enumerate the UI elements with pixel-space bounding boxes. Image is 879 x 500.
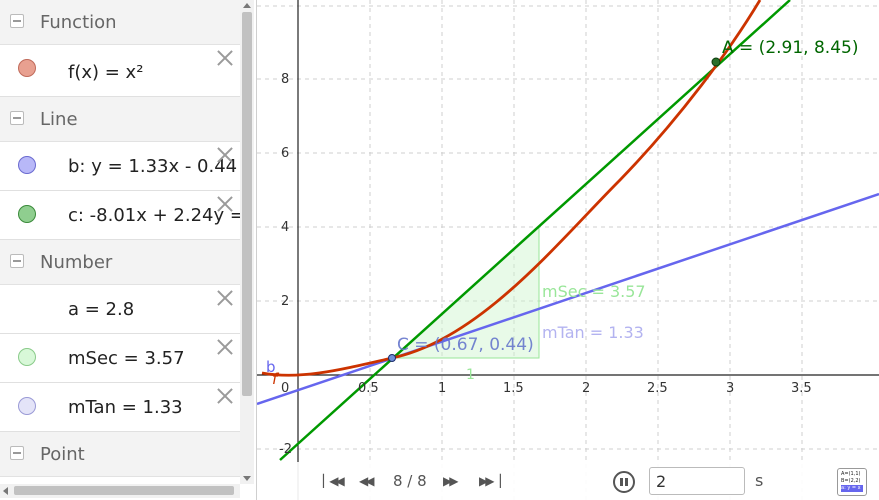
x-tick-label: 0 [281, 381, 289, 396]
y-tick-label: 4 [281, 220, 289, 235]
style-bar-line: A=(1,1) [841, 471, 861, 477]
delete-icon[interactable] [214, 385, 236, 407]
last-frame-icon[interactable]: ▶▶▕ [479, 474, 501, 488]
scroll-up-icon[interactable] [243, 3, 251, 8]
line-b-label[interactable]: b [266, 358, 276, 376]
next-frame-icon[interactable]: ▶▶ [443, 474, 459, 488]
group-header-function[interactable]: Function [0, 0, 240, 45]
vertical-scrollbar[interactable] [240, 0, 254, 484]
x-tick-label: 2 [582, 381, 590, 396]
scrollbar-thumb[interactable] [14, 486, 234, 495]
first-frame-icon[interactable]: ▏◀◀ [323, 474, 345, 488]
x-tick-label: 2.5 [647, 381, 668, 396]
algebra-item-c[interactable]: c: -8.01x + 2.24y = -4.2 [0, 191, 240, 240]
expression-msec[interactable]: mSec = 3.57 [68, 348, 185, 369]
scroll-left-icon[interactable] [3, 487, 8, 495]
speed-unit-label: s [755, 471, 764, 490]
graphics-canvas[interactable]: 0 0.5 1 1.5 2 2.5 3 3.5 -2 2 4 6 8 A = (… [257, 0, 879, 500]
x-tick-label: 1 [438, 381, 446, 396]
x-tick-label: 0.5 [358, 381, 379, 396]
frame-counter: 8 / 8 [393, 472, 427, 490]
algebra-item-a[interactable]: a = 2.8 [0, 285, 240, 334]
collapse-toggle-icon[interactable] [10, 446, 24, 460]
point-c[interactable] [388, 354, 396, 362]
slope-unit-label: 1 [466, 367, 475, 383]
group-header-point[interactable]: Point [0, 432, 240, 477]
group-header-number[interactable]: Number [0, 240, 240, 285]
horizontal-scrollbar[interactable] [0, 484, 240, 498]
scrollbar-thumb[interactable] [242, 12, 252, 396]
group-header-line[interactable]: Line [0, 97, 240, 142]
y-tick-label: 6 [281, 146, 289, 161]
function-curve-f[interactable] [261, 0, 762, 377]
style-bar-toggle-button[interactable]: A=(1,1) B=(2,2) a: y = x [837, 468, 867, 496]
delete-icon[interactable] [214, 287, 236, 309]
expression-mtan[interactable]: mTan = 1.33 [68, 397, 183, 418]
y-tick-label: -2 [279, 442, 292, 457]
x-tick-label: 3 [726, 381, 734, 396]
expression-c[interactable]: c: -8.01x + 2.24y = -4.2 [68, 205, 240, 226]
style-bar-line: B=(2,2) [841, 478, 861, 484]
style-bar-line: a: y = x [841, 485, 863, 492]
msec-label[interactable]: mSec = 3.57 [542, 282, 646, 301]
group-label: Function [40, 12, 117, 33]
delete-icon[interactable] [214, 144, 236, 166]
tangent-line-b[interactable] [257, 192, 879, 406]
algebra-view: Function f(x) = x² Line b: y = 1.33x - 0… [0, 0, 257, 500]
visibility-toggle-icon[interactable] [18, 156, 36, 174]
visibility-toggle-icon[interactable] [18, 205, 36, 223]
animation-bar: ▏◀◀ ◀◀ 8 / 8 ▶▶ ▶▶▕ s A=(1,1) B=(2,2) a:… [257, 462, 879, 500]
algebra-item-b[interactable]: b: y = 1.33x - 0.44 [0, 142, 240, 191]
point-a[interactable] [711, 57, 721, 67]
expression-b[interactable]: b: y = 1.33x - 0.44 [68, 156, 238, 177]
mtan-label[interactable]: mTan = 1.33 [542, 323, 644, 342]
x-tick-label: 3.5 [791, 381, 812, 396]
collapse-toggle-icon[interactable] [10, 254, 24, 268]
collapse-toggle-icon[interactable] [10, 111, 24, 125]
group-label: Number [40, 252, 113, 273]
expression-a[interactable]: a = 2.8 [68, 299, 135, 320]
x-tick-label: 1.5 [503, 381, 524, 396]
algebra-item-mtan[interactable]: mTan = 1.33 [0, 383, 240, 432]
grid [257, 0, 879, 500]
delete-icon[interactable] [214, 193, 236, 215]
visibility-toggle-icon[interactable] [18, 348, 36, 366]
point-a-label[interactable]: A = (2.91, 8.45) [722, 38, 858, 58]
point-c-label[interactable]: C = (0.67, 0.44) [397, 335, 534, 355]
group-label: Point [40, 444, 85, 465]
algebra-item-f[interactable]: f(x) = x² [0, 45, 240, 97]
animation-speed-input[interactable] [649, 467, 745, 495]
expression-f[interactable]: f(x) = x² [68, 62, 144, 83]
visibility-toggle-icon[interactable] [18, 397, 36, 415]
axes [257, 0, 879, 500]
function-f-label[interactable]: f [272, 370, 280, 388]
y-tick-label: 8 [281, 72, 289, 87]
graphics-view[interactable]: 0 0.5 1 1.5 2 2.5 3 3.5 -2 2 4 6 8 A = (… [257, 0, 879, 500]
collapse-toggle-icon[interactable] [10, 14, 24, 28]
secant-line-c[interactable] [279, 0, 791, 461]
delete-icon[interactable] [214, 47, 236, 69]
group-label: Line [40, 109, 78, 130]
algebra-item-msec[interactable]: mSec = 3.57 [0, 334, 240, 383]
y-tick-label: 2 [281, 294, 289, 309]
previous-frame-icon[interactable]: ◀◀ [359, 474, 375, 488]
visibility-toggle-icon[interactable] [18, 59, 36, 77]
scroll-down-icon[interactable] [243, 476, 251, 481]
delete-icon[interactable] [214, 336, 236, 358]
pause-button[interactable] [613, 471, 635, 493]
